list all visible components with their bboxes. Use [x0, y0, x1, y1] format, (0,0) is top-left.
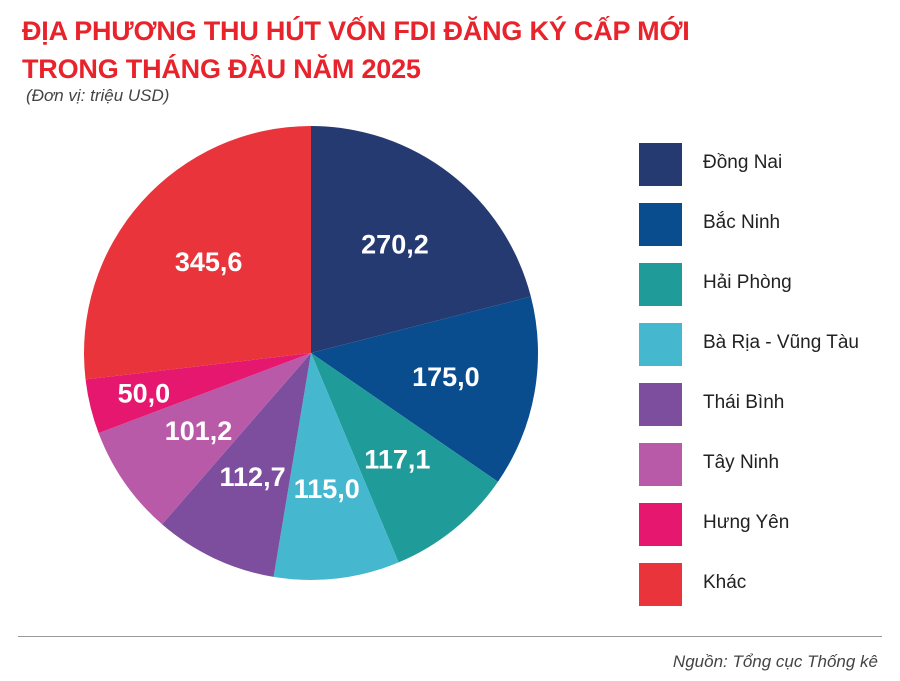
legend-swatch: [639, 263, 682, 306]
pie-slice-0: [311, 126, 531, 353]
slice-value-label: 115,0: [294, 474, 360, 504]
pie-slice-1: [311, 296, 538, 482]
unit-note: (Đơn vị: triệu USD): [26, 86, 170, 105]
slice-value-label: 117,1: [364, 444, 430, 474]
legend-swatch: [639, 563, 682, 606]
legend-swatch: [639, 443, 682, 486]
legend-label: Bắc Ninh: [703, 212, 781, 233]
pie-slice-2: [311, 353, 498, 563]
legend-label: Tây Ninh: [703, 452, 780, 473]
slice-value-label: 270,2: [361, 230, 429, 260]
pie-slice-3: [273, 353, 399, 580]
pie-slice-5: [98, 353, 311, 525]
legend-swatch: [639, 203, 682, 246]
slice-value-label: 112,7: [220, 462, 286, 492]
legend-label: Thái Bình: [703, 392, 785, 413]
slice-value-label: 101,2: [165, 416, 233, 446]
slice-value-label: 50,0: [118, 379, 171, 409]
chart-title-line-2: TRONG THÁNG ĐẦU NĂM 2025: [22, 54, 421, 84]
pie-slice-4: [162, 353, 311, 577]
legend-swatch: [639, 503, 682, 546]
legend-label: Đồng Nai: [703, 152, 783, 173]
legend-swatch: [639, 383, 682, 426]
chart-title: ĐỊA PHƯƠNG THU HÚT VỐN FDI ĐĂNG KÝ CẤP M…: [22, 12, 690, 88]
legend-label: Bà Rịa - Vũng Tàu: [703, 332, 859, 353]
pie-slice-7: [84, 126, 311, 380]
legend-swatch: [639, 143, 682, 186]
legend-label: Hưng Yên: [703, 512, 790, 533]
legend-swatch: [639, 323, 682, 366]
footer-divider: [18, 636, 882, 637]
legend-label: Khác: [703, 572, 747, 593]
slice-value-label: 345,6: [175, 247, 243, 277]
source-note: Nguồn: Tổng cục Thống kê: [672, 652, 878, 671]
legend-label: Hải Phòng: [703, 272, 792, 293]
chart-title-line-1: ĐỊA PHƯƠNG THU HÚT VỐN FDI ĐĂNG KÝ CẤP M…: [22, 16, 690, 46]
pie-slice-6: [85, 353, 311, 434]
slice-value-label: 175,0: [412, 362, 480, 392]
